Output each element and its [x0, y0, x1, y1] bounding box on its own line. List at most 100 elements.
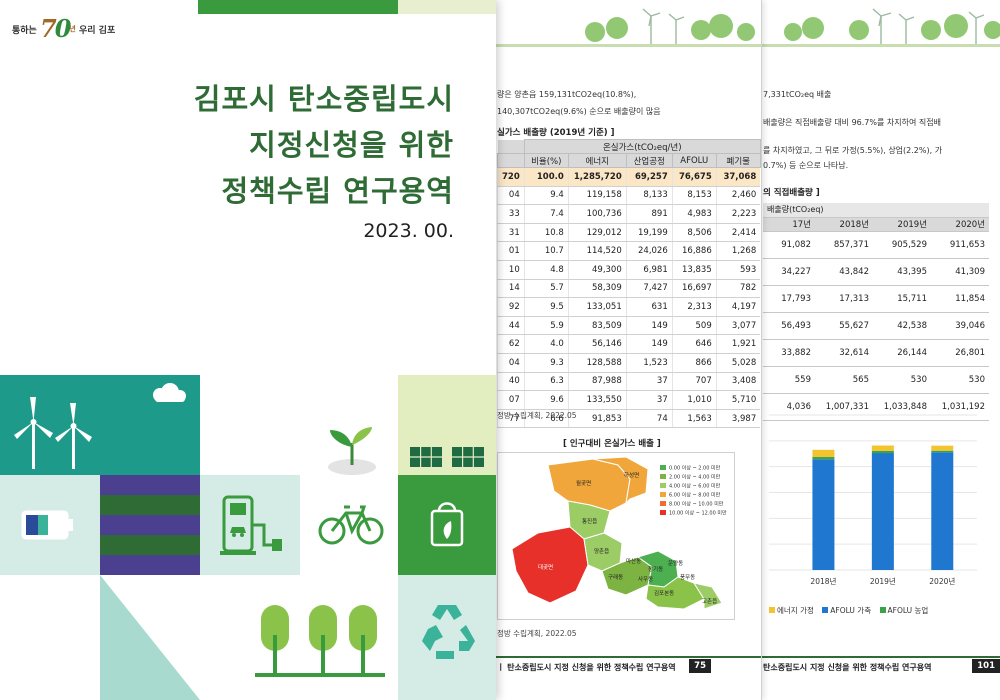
title-line: 정책수립 연구용역	[221, 174, 454, 208]
choropleth-map-figure: 월곶면 하성면 통진읍 대곶면 양촌읍 구래동 마산동 장기동 운양동 김포본동…	[497, 452, 735, 620]
ev-charger-icon	[220, 495, 282, 555]
bicycle-tile	[300, 475, 400, 575]
legend-label: 에너지 가정	[777, 606, 814, 615]
body-line: 0.7%) 등 순으로 나타남.	[763, 161, 849, 170]
year-header: 2020년	[931, 217, 989, 232]
chart-bar-segment	[871, 453, 894, 570]
table-cell: 8,133	[625, 186, 673, 206]
body-line: 7,331tCO₂eq 배출	[763, 90, 832, 99]
table-cell: 7,427	[625, 279, 673, 299]
chart-tick-label: 2019년	[870, 576, 896, 586]
page-footer: ㅣ 탄소중립도시 지정 신청을 위한 정책수립 연구용역 75	[471, 656, 761, 676]
legend-label: AFOLU 농업	[887, 606, 929, 615]
top-bar-segment	[198, 0, 398, 14]
legend-swatch	[769, 607, 775, 613]
table-cell: 1,268	[715, 241, 761, 261]
table-cell: 3,077	[715, 316, 761, 336]
page-101: 7,331tCO₂eq 배출 배출량은 직접배출량 대비 96.7%를 차지하여…	[740, 0, 1000, 700]
table-row: 91,082 857,371 905,529 911,653	[763, 231, 989, 259]
table-cell: 15,711	[873, 285, 931, 313]
map-source: 정방 수립계획, 2022.05	[497, 629, 577, 638]
table-row: 14 5.7 58,309 7,427 16,697 782	[497, 279, 761, 299]
page-footer: 탄소중립도시 지정 신청을 위한 정책수립 연구용역 101	[741, 656, 1000, 676]
table-row: 04 9.3 128,588 1,523 866 5,028	[497, 353, 761, 373]
report-cover: 통하는 70년 우리 김포 김포시 탄소중립도시 지정신청을 위한 정책수립 연…	[0, 0, 496, 700]
table-cell: 91,853	[567, 409, 627, 429]
table-cell: 04	[497, 186, 525, 206]
legend-swatch	[660, 510, 666, 515]
eco-header-illustration	[585, 8, 755, 44]
table-cell: 6.6	[523, 409, 569, 429]
table-cell: 8,153	[671, 186, 717, 206]
table-cell: 9.6	[523, 390, 569, 410]
solar-panel-tile	[398, 375, 496, 475]
table-cell: 17,793	[763, 285, 815, 313]
table-cell: 49,300	[567, 260, 627, 280]
table-cell: 10	[497, 260, 525, 280]
legend-swatch	[822, 607, 829, 613]
table-cell: 76,675	[671, 167, 717, 187]
table-cell: 87,988	[567, 372, 627, 392]
city-logo: 통하는 70년 우리 김포	[12, 14, 115, 43]
table-row: 44 5.9 83,509 149 509 3,077	[497, 316, 761, 336]
table-cell: 1,007,331	[815, 393, 873, 421]
table-cell: 37	[625, 390, 673, 410]
table-row: 01 10.7 114,520 24,026 16,886 1,268	[497, 241, 761, 261]
table-row: 17,793 17,313 15,711 11,854	[763, 285, 989, 313]
table-cell: 114,520	[567, 241, 627, 261]
map-label: 사우동	[638, 575, 653, 583]
table-cell: 34,227	[763, 258, 815, 286]
table-cell: 129,012	[567, 223, 627, 243]
body-line: 140,307tCO2eq(9.6%) 순으로 배출량이 많음	[497, 107, 661, 116]
table-cell: 92	[497, 297, 525, 317]
emission-stacked-bar-chart: 2018년 2019년 2020년	[769, 414, 977, 586]
map-label: 마산동	[626, 557, 641, 565]
chart-bar-segment	[931, 452, 954, 570]
table-cell: 26,801	[931, 339, 989, 367]
column-header: 폐기물	[715, 153, 761, 168]
title-line: 김포시 탄소중립도시	[193, 82, 454, 116]
map-region-gochon	[692, 582, 723, 610]
wind-turbine-tile	[0, 375, 100, 475]
table-row: 10 4.8 49,300 6,981 13,835 593	[497, 260, 761, 280]
chart-bar-segment	[871, 445, 894, 452]
battery-icon	[21, 510, 73, 540]
chart-tick-label: 2018년	[810, 576, 836, 586]
table-cell: 5,710	[715, 390, 761, 410]
cloud-icon	[153, 383, 186, 402]
header-stripe	[471, 44, 761, 47]
chart-legend: 에너지 가정 AFOLU 가축 AFOLU 농업	[763, 605, 928, 616]
table-cell: 43,842	[815, 258, 873, 286]
table-cell: 4.0	[523, 334, 569, 354]
table-cell: 16,886	[671, 241, 717, 261]
table-cell: 33,882	[763, 339, 815, 367]
map-region-daegot	[511, 526, 589, 604]
legend-swatch	[660, 501, 666, 506]
sprout-tile	[300, 375, 400, 475]
blank-tile	[0, 575, 100, 675]
table-cell: 1,033,848	[873, 393, 931, 421]
table-cell: 1,285,720	[567, 167, 627, 187]
table-cell: 4.8	[523, 260, 569, 280]
table-cell: 6,981	[625, 260, 673, 280]
table-cell: 2,223	[715, 204, 761, 224]
table-cell: 782	[715, 279, 761, 299]
table-cell: 37	[625, 372, 673, 392]
table-cell: 133,051	[567, 297, 627, 317]
table-cell: 83,509	[567, 316, 627, 336]
table-row: 33 7.4 100,736 891 4,983 2,223	[497, 204, 761, 224]
table-row: 56,493 55,627 42,538 39,046	[763, 312, 989, 340]
table-cell: 891	[625, 204, 673, 224]
table-cell: 509	[671, 316, 717, 336]
map-legend-label: 10.00 이상 ~ 12.00 미만	[669, 510, 727, 517]
chart-bar-segment	[812, 449, 835, 458]
table-cell: 04	[497, 353, 525, 373]
unit-label: 배출량(tCO₂eq)	[763, 203, 989, 218]
table-cell: 58,309	[567, 279, 627, 299]
table-cell: 6.3	[523, 372, 569, 392]
table-cell: 5.7	[523, 279, 569, 299]
table-cell: 3,987	[715, 409, 761, 429]
group-header: 온실가스(tCO₂eq/년)	[523, 139, 761, 154]
footer-title: 탄소중립도시 지정 신청을 위한 정책수립 연구용역	[763, 663, 932, 672]
table-cell: 5,028	[715, 353, 761, 373]
